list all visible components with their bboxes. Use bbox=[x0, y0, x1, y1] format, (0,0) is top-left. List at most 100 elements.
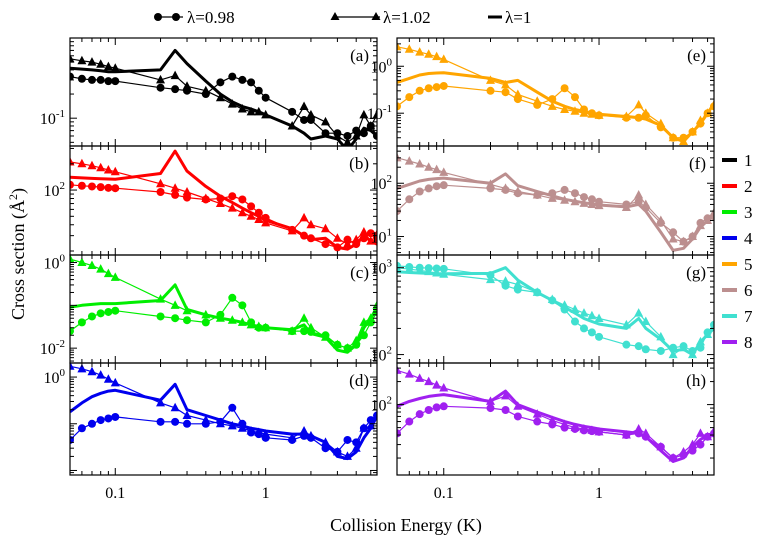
y-tick-label-base: 10 bbox=[40, 341, 56, 358]
y-axis-label-sup: 2 bbox=[6, 194, 20, 200]
series-lambda-1-line bbox=[397, 266, 714, 357]
data-point-triangle bbox=[560, 419, 570, 428]
data-point-triangle bbox=[237, 207, 247, 217]
data-point-circle bbox=[111, 77, 120, 86]
data-point-triangle bbox=[501, 276, 511, 285]
data-point-triangle bbox=[215, 198, 225, 208]
data-point-triangle bbox=[547, 193, 557, 202]
data-point-circle bbox=[77, 74, 86, 83]
data-point-triangle bbox=[439, 54, 449, 63]
data-point-circle bbox=[228, 293, 237, 302]
data-point-circle bbox=[238, 301, 247, 310]
data-point-circle bbox=[439, 81, 448, 90]
legend-entry-lambda-102: λ=1.02 bbox=[330, 8, 431, 27]
data-point-triangle bbox=[287, 432, 297, 442]
data-point-triangle bbox=[359, 109, 369, 119]
data-point-circle bbox=[156, 187, 165, 196]
data-point-circle bbox=[238, 195, 247, 204]
y-tick-label-exp: 2 bbox=[60, 180, 66, 192]
legend-right-entry-2: 2 bbox=[722, 177, 753, 196]
legend-right-label: 2 bbox=[744, 177, 753, 196]
data-point-circle bbox=[587, 195, 596, 204]
data-point-triangle bbox=[156, 397, 166, 407]
data-point-triangle bbox=[156, 74, 166, 84]
data-point-circle bbox=[111, 184, 120, 193]
data-point-circle bbox=[570, 317, 579, 326]
data-point-triangle bbox=[261, 429, 271, 438]
data-point-circle bbox=[70, 327, 74, 336]
data-point-triangle bbox=[103, 61, 113, 71]
data-point-circle bbox=[669, 228, 678, 237]
data-point-circle bbox=[579, 324, 588, 333]
data-point-circle bbox=[96, 309, 105, 318]
data-point-triangle bbox=[397, 365, 402, 374]
data-point-circle bbox=[228, 192, 237, 201]
data-point-triangle bbox=[513, 186, 523, 195]
y-tick-label-exp: 0 bbox=[60, 367, 66, 379]
y-tick-label-base: 10 bbox=[371, 348, 387, 365]
data-point-triangle bbox=[87, 160, 97, 170]
data-point-circle bbox=[439, 181, 448, 190]
data-point-circle bbox=[432, 403, 441, 412]
data-point-triangle bbox=[366, 120, 376, 130]
legend-top: λ=0.98 λ=1.02 λ=1 bbox=[154, 8, 531, 27]
data-point-circle bbox=[87, 312, 96, 321]
data-point-triangle bbox=[170, 300, 180, 309]
panel-a: 10-1 (a) bbox=[40, 37, 378, 147]
legend-right: 1 2 3 4 5 6 7 8 bbox=[722, 151, 753, 352]
y-tick-label: 10-1 bbox=[367, 103, 392, 123]
data-point-circle bbox=[622, 340, 631, 349]
data-point-triangle bbox=[501, 79, 511, 89]
data-point-triangle bbox=[110, 377, 120, 387]
x-tick-label: 1 bbox=[262, 485, 270, 502]
y-tick-label-exp: 0 bbox=[60, 253, 66, 265]
data-point-triangle bbox=[397, 262, 402, 272]
y-tick-label-exp: 1 bbox=[387, 227, 393, 239]
legend-entry-lambda-098: λ=0.98 bbox=[154, 8, 235, 27]
data-point-triangle bbox=[96, 59, 106, 68]
data-point-circle bbox=[261, 93, 270, 102]
data-point-triangle bbox=[594, 426, 604, 436]
data-point-triangle bbox=[679, 236, 689, 246]
x-tick-label: 0.1 bbox=[105, 485, 125, 502]
series-lambda-1-line bbox=[397, 71, 714, 143]
data-point-circle bbox=[415, 187, 424, 196]
data-point-triangle bbox=[404, 44, 414, 53]
panel-frame bbox=[69, 37, 378, 147]
data-point-circle bbox=[560, 84, 569, 93]
data-point-circle bbox=[415, 86, 424, 95]
data-point-triangle bbox=[306, 109, 316, 119]
data-point-triangle bbox=[439, 167, 449, 176]
data-point-triangle bbox=[87, 57, 97, 66]
data-point-circle bbox=[247, 78, 256, 87]
data-point-triangle bbox=[570, 422, 580, 432]
data-point-circle bbox=[405, 417, 414, 426]
data-point-triangle bbox=[96, 370, 106, 379]
data-point-triangle bbox=[306, 219, 316, 229]
y-tick-label-base: 10 bbox=[40, 111, 56, 128]
data-point-circle bbox=[352, 126, 361, 135]
panel-plot-area bbox=[397, 41, 714, 145]
legend-circle-marker bbox=[172, 13, 180, 21]
data-point-circle bbox=[77, 424, 86, 433]
data-point-triangle bbox=[560, 104, 570, 113]
legend-right-label: 1 bbox=[744, 151, 753, 170]
data-point-circle bbox=[486, 86, 495, 95]
legend-right-entry-4: 4 bbox=[722, 229, 753, 248]
data-point-circle bbox=[201, 318, 210, 327]
y-tick-label-base: 10 bbox=[371, 261, 387, 278]
data-point-circle bbox=[183, 419, 192, 428]
panel-h: 102 (h) 0.1 1 bbox=[371, 362, 715, 502]
panel-plot-area bbox=[70, 363, 377, 461]
data-point-triangle bbox=[299, 212, 309, 222]
y-tick-label: 100 bbox=[44, 367, 66, 387]
data-point-triangle bbox=[182, 186, 192, 196]
data-point-triangle bbox=[634, 308, 644, 317]
legend-right-label: 4 bbox=[744, 229, 753, 248]
legend-right-entry-6: 6 bbox=[722, 281, 753, 300]
data-point-triangle bbox=[547, 415, 557, 424]
data-point-triangle bbox=[397, 41, 402, 51]
panel-label: (h) bbox=[686, 371, 706, 390]
y-tick-label-base: 10 bbox=[371, 59, 387, 76]
